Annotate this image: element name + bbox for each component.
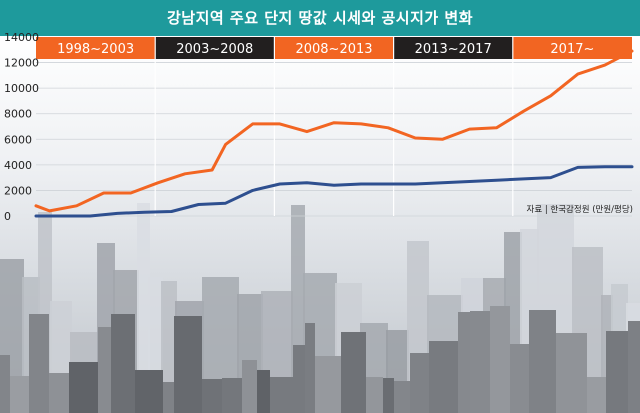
series-line xyxy=(34,49,634,213)
building xyxy=(470,311,490,413)
building xyxy=(383,378,394,413)
building xyxy=(163,382,174,413)
y-tick-label: 2000 xyxy=(4,184,32,197)
period-header: 1998~2003 2003~2008 2008~2013 2013~2017 2017… xyxy=(36,37,632,216)
building xyxy=(29,314,49,413)
chart-title: 강남지역 주요 단지 땅값 시세와 공시지가 변화 xyxy=(166,9,474,27)
y-axis: 0 2000 4000 6000 8000 10000 12000 14000 xyxy=(4,31,39,223)
period-band xyxy=(155,37,275,59)
period-band xyxy=(512,37,632,59)
period-band xyxy=(274,37,394,59)
period-band xyxy=(36,37,156,59)
title-bar xyxy=(0,0,640,36)
building xyxy=(242,360,257,413)
building xyxy=(315,356,341,413)
y-tick-label: 4000 xyxy=(4,159,32,172)
y-tick-label: 8000 xyxy=(4,108,32,121)
source-note: 자료 | 한국감정원 (만원/평당) xyxy=(527,204,634,215)
building xyxy=(341,332,366,413)
building xyxy=(429,341,458,413)
building xyxy=(293,345,305,413)
y-tick-label: 14000 xyxy=(4,31,39,44)
building xyxy=(257,370,270,413)
building xyxy=(69,362,98,413)
building xyxy=(587,377,606,413)
building xyxy=(606,331,628,413)
period-label: 1998~2003 xyxy=(57,42,134,57)
building xyxy=(490,306,510,413)
y-tick-label: 0 xyxy=(4,210,11,223)
building xyxy=(174,316,202,413)
building xyxy=(366,377,383,413)
building xyxy=(270,377,293,413)
building xyxy=(49,373,69,413)
city-skyline-photo xyxy=(0,203,640,413)
building xyxy=(222,378,242,413)
building xyxy=(98,327,111,413)
building xyxy=(529,310,556,413)
period-label: 2013~2017 xyxy=(415,42,492,57)
building xyxy=(0,355,10,413)
period-label: 2003~2008 xyxy=(176,42,253,57)
building xyxy=(202,379,222,413)
building xyxy=(137,203,150,413)
y-tick-label: 6000 xyxy=(4,133,32,146)
building xyxy=(111,314,135,413)
building xyxy=(510,344,529,413)
gridlines xyxy=(36,62,632,217)
series-lines xyxy=(34,49,634,218)
y-tick-label: 10000 xyxy=(4,82,39,95)
building xyxy=(556,333,587,413)
period-label: 2008~2013 xyxy=(295,42,372,57)
building xyxy=(10,376,29,413)
period-label: 2017~ xyxy=(550,42,594,57)
building xyxy=(394,381,410,413)
y-tick-label: 12000 xyxy=(4,57,39,70)
building xyxy=(305,323,315,413)
building xyxy=(135,370,163,413)
building xyxy=(458,312,470,413)
building xyxy=(161,281,177,413)
building xyxy=(410,353,429,413)
period-band xyxy=(393,37,513,59)
building xyxy=(628,321,640,413)
series-line xyxy=(34,165,634,218)
